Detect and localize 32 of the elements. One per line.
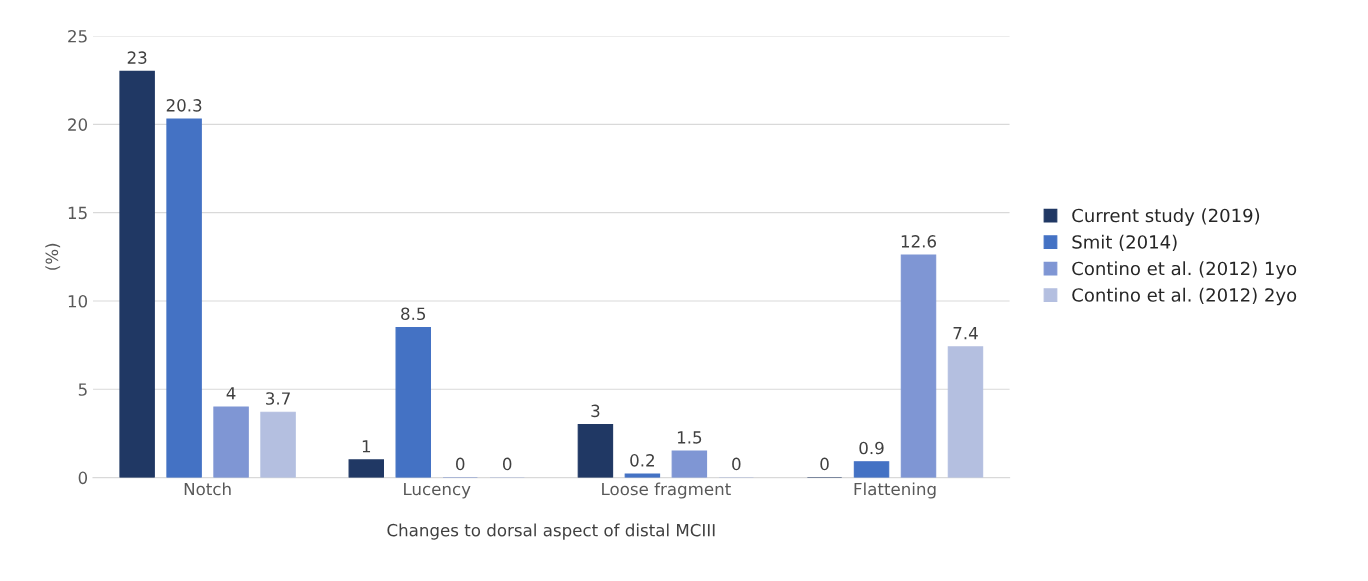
y-tick-label: 10 bbox=[68, 294, 88, 308]
data-label: 0.2 bbox=[630, 454, 654, 467]
legend-label: Current study (2019) bbox=[1072, 208, 1260, 226]
data-label: 0 bbox=[820, 457, 829, 471]
data-label: 23 bbox=[127, 51, 147, 64]
data-label: 20.3 bbox=[166, 99, 202, 112]
legend-label: Contino et al. (2012) 2yo bbox=[1072, 287, 1297, 306]
data-label: 0 bbox=[502, 457, 512, 471]
data-label: 3 bbox=[591, 404, 600, 418]
y-tick-label: 0 bbox=[78, 471, 88, 485]
x-axis-title: Changes to dorsal aspect of distal MCIII bbox=[387, 523, 715, 540]
y-tick-label: 5 bbox=[78, 383, 87, 396]
data-label: 12.6 bbox=[901, 235, 937, 248]
legend-label: Contino et al. (2012) 1yo bbox=[1072, 261, 1297, 279]
y-tick-label: 25 bbox=[68, 29, 87, 43]
x-tick-label: Lucency bbox=[404, 482, 471, 499]
y-axis-title: (%) bbox=[45, 243, 61, 270]
data-label: 0.9 bbox=[859, 441, 884, 455]
x-tick-label: Loose fragment bbox=[602, 482, 731, 499]
data-label: 0 bbox=[456, 457, 465, 471]
legend-label: Smit (2014) bbox=[1072, 234, 1177, 251]
x-tick-label: Notch bbox=[184, 482, 231, 496]
data-label: 8.5 bbox=[401, 307, 426, 321]
data-label: 3.7 bbox=[266, 392, 290, 405]
data-label: 7.4 bbox=[953, 327, 978, 340]
data-label: 0 bbox=[732, 457, 741, 471]
y-tick-label: 15 bbox=[68, 206, 87, 220]
data-label: 1.5 bbox=[677, 431, 702, 444]
y-tick-label: 20 bbox=[68, 118, 88, 131]
data-label: 1 bbox=[362, 440, 371, 453]
x-tick-label: Flattening bbox=[854, 482, 936, 499]
data-label: 4 bbox=[226, 387, 236, 400]
